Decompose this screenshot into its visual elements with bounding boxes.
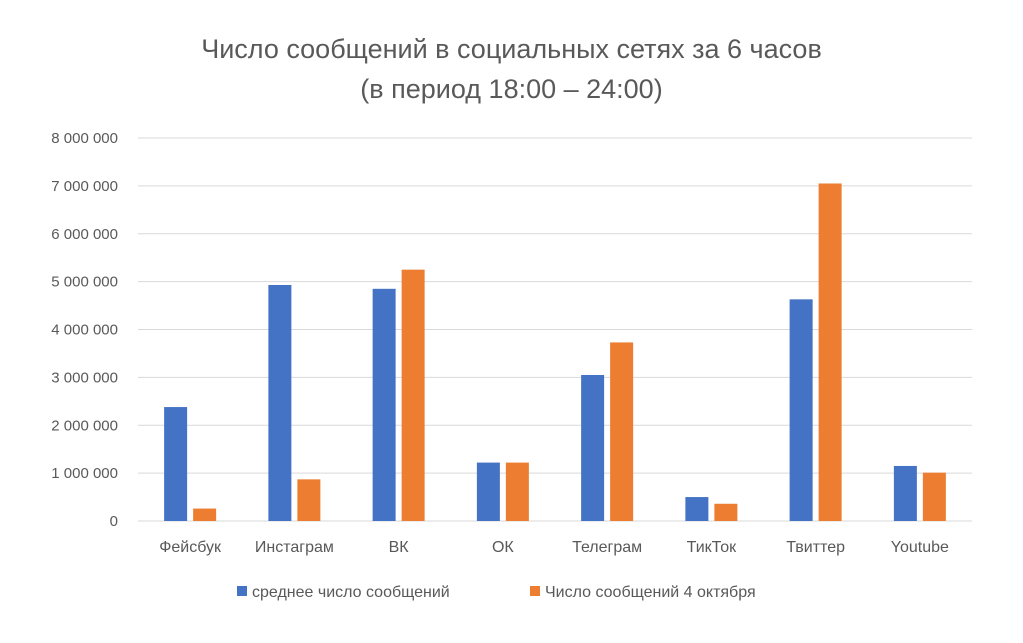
bar-oct4-0 — [193, 508, 217, 521]
bar-average-7 — [893, 465, 917, 521]
bar-oct4-1 — [297, 479, 321, 521]
bar-average-0 — [164, 407, 188, 521]
legend-swatch — [530, 586, 540, 596]
x-tick-label: Инстаграм — [255, 539, 334, 556]
legend-label: Число сообщений 4 октября — [545, 584, 756, 601]
bar-oct4-4 — [610, 342, 634, 521]
x-tick-label: Твиттер — [786, 539, 845, 556]
x-tick-label: Телеграм — [572, 539, 642, 556]
bar-average-6 — [789, 299, 813, 521]
bar-average-3 — [476, 462, 500, 521]
chart-subtitle: (в период 18:00 – 24:00) — [360, 74, 663, 104]
y-tick-label: 3 000 000 — [51, 369, 118, 386]
bar-average-4 — [581, 374, 605, 521]
legend-swatch — [237, 586, 247, 596]
bar-oct4-6 — [818, 183, 842, 521]
y-tick-label: 7 000 000 — [51, 178, 118, 195]
x-tick-label: Фейсбук — [159, 539, 222, 556]
x-tick-label: ВК — [389, 539, 410, 556]
x-tick-label: ТикТок — [687, 539, 737, 556]
y-tick-label: 8 000 000 — [51, 130, 118, 147]
y-tick-label: 5 000 000 — [51, 274, 118, 291]
bar-average-2 — [372, 288, 396, 521]
y-tick-label: 0 — [110, 513, 118, 530]
bar-oct4-7 — [922, 472, 946, 521]
y-tick-label: 1 000 000 — [51, 465, 118, 482]
y-tick-label: 2 000 000 — [51, 417, 118, 434]
bar-average-5 — [685, 497, 709, 521]
x-tick-label: Youtube — [891, 539, 949, 556]
y-tick-label: 4 000 000 — [51, 322, 118, 339]
bar-average-1 — [268, 284, 292, 521]
bar-oct4-2 — [401, 269, 425, 521]
x-tick-label: ОК — [492, 539, 514, 556]
bar-oct4-5 — [714, 503, 738, 521]
bar-oct4-3 — [505, 462, 529, 521]
y-tick-label: 6 000 000 — [51, 226, 118, 243]
chart-title: Число сообщений в социальных сетях за 6 … — [201, 34, 822, 64]
legend-label: среднее число сообщений — [252, 584, 450, 601]
